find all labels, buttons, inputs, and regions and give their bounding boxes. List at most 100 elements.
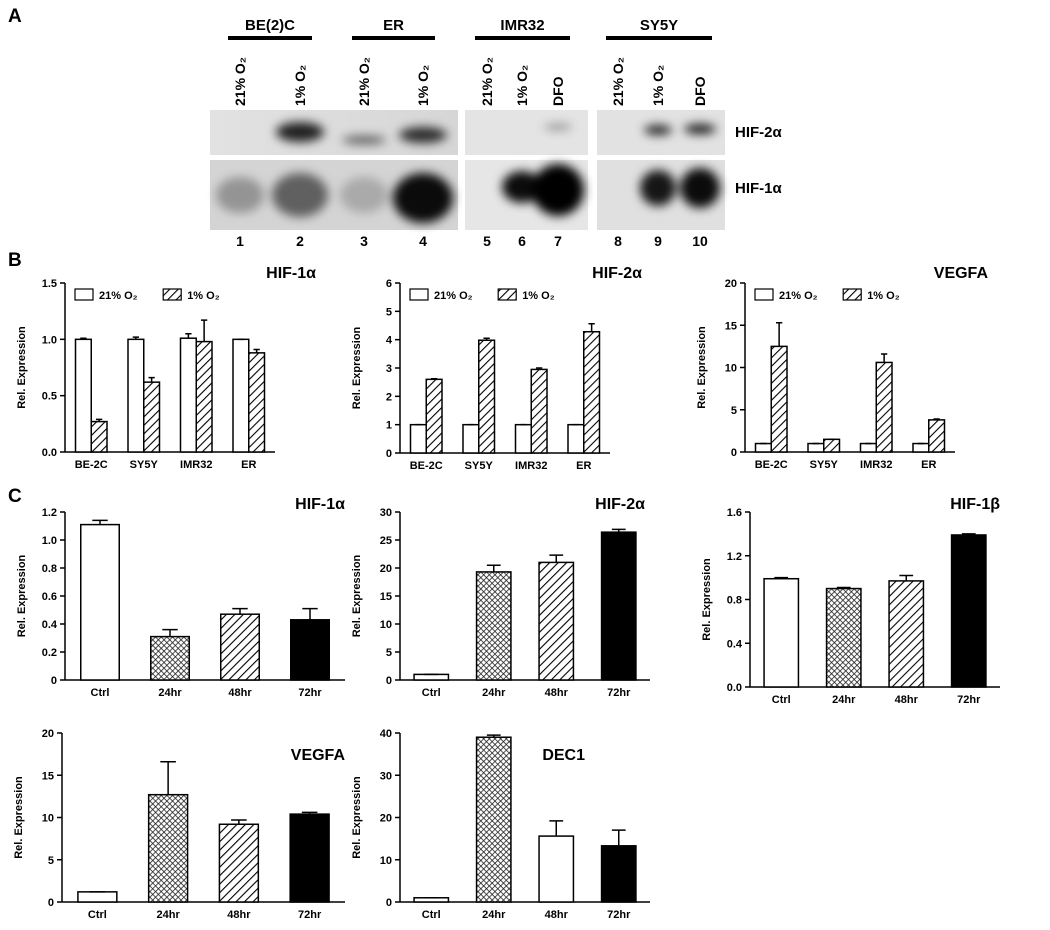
y-tick-label: 20: [42, 728, 54, 740]
x-tick-label: 24hr: [157, 909, 181, 921]
bar: [232, 338, 250, 453]
lane-number: 2: [296, 233, 304, 249]
error-bar: [549, 820, 564, 837]
bar: [859, 442, 877, 453]
y-tick-label: 10: [725, 363, 737, 375]
bar: [567, 423, 585, 454]
bar: [763, 577, 800, 688]
legend-swatch: [409, 288, 429, 301]
bar: [823, 438, 841, 453]
x-tick-label: BE-2C: [755, 459, 788, 471]
error-bar: [775, 321, 783, 347]
x-tick-label: ER: [576, 460, 591, 472]
y-tick-label: 0: [48, 897, 54, 909]
y-tick-label: 4: [386, 335, 393, 347]
y-tick-label: 2: [386, 391, 392, 403]
y-tick-label: 0.4: [727, 638, 743, 650]
panel-label: B: [8, 250, 22, 271]
y-axis-label: Rel. Expression: [351, 776, 363, 859]
y-tick-label: 10: [42, 813, 54, 825]
x-tick-label: 48hr: [895, 694, 919, 706]
y-tick-label: 1.2: [727, 551, 742, 563]
lane-condition: 21% O₂: [610, 57, 626, 106]
bar: [77, 891, 118, 903]
bar: [600, 531, 637, 681]
bar: [150, 635, 190, 681]
x-tick-label: 48hr: [545, 909, 569, 921]
x-tick-label: 24hr: [482, 909, 506, 921]
bar: [807, 442, 825, 453]
bar: [538, 561, 575, 681]
y-axis-label: Rel. Expression: [13, 776, 25, 859]
y-axis-label: Rel. Expression: [16, 326, 28, 409]
y-tick-label: 6: [386, 278, 392, 290]
y-tick-label: 5: [731, 405, 737, 417]
x-tick-label: SY5Y: [465, 460, 494, 472]
error-bar: [933, 418, 940, 420]
x-tick-label: 24hr: [832, 694, 856, 706]
y-tick-label: 10: [380, 855, 392, 867]
y-tick-label: 15: [380, 591, 392, 603]
y-tick-label: 0.4: [42, 619, 58, 631]
y-tick-label: 0.8: [727, 595, 742, 607]
y-tick-label: 0.5: [42, 391, 57, 403]
y-tick-label: 1.0: [42, 334, 57, 346]
panel-label: C: [8, 486, 22, 507]
legend-label: 1% O₂: [867, 290, 900, 302]
bar: [475, 736, 512, 903]
chart-title: VEGFA: [934, 265, 989, 282]
legend-swatch: [162, 288, 182, 301]
y-tick-label: 5: [386, 647, 392, 659]
error-bar: [132, 336, 140, 340]
chart-title: HIF-2α: [592, 265, 642, 282]
error-bar: [961, 533, 976, 535]
legend-label: 1% O₂: [522, 290, 555, 302]
y-tick-label: 0.0: [42, 447, 57, 459]
error-bar: [253, 348, 260, 353]
x-tick-label: Ctrl: [91, 687, 110, 699]
legend-label: 21% O₂: [99, 290, 138, 302]
error-bar: [483, 337, 490, 341]
y-tick-label: 25: [380, 535, 392, 547]
blot-images: [210, 110, 725, 230]
lane-number: 9: [654, 233, 662, 249]
y-tick-label: 0: [386, 675, 392, 687]
y-tick-label: 1.0: [42, 535, 57, 547]
bar: [220, 613, 260, 681]
bar: [127, 338, 145, 453]
y-tick-label: 20: [380, 563, 392, 575]
x-tick-label: SY5Y: [130, 459, 159, 471]
bar: [425, 378, 443, 454]
chart-title: HIF-1α: [266, 265, 316, 282]
y-tick-label: 0: [51, 675, 57, 687]
lane-condition: DFO: [550, 76, 566, 106]
error-bar: [232, 607, 248, 615]
bar: [290, 619, 330, 681]
panel-label: A: [8, 6, 22, 27]
bar: [600, 845, 637, 903]
error-bar: [95, 418, 103, 422]
bar: [80, 523, 120, 681]
bar: [462, 423, 480, 454]
lane-number: 5: [483, 233, 491, 249]
lane-number: 4: [419, 233, 427, 249]
group-label: ER: [383, 17, 404, 34]
x-tick-label: 48hr: [227, 909, 251, 921]
band-label: HIF-1α: [735, 180, 783, 197]
chart-title: DEC1: [542, 747, 585, 764]
error-bar: [160, 760, 176, 795]
legend-label: 21% O₂: [779, 290, 818, 302]
bar: [875, 361, 893, 453]
x-tick-label: IMR32: [515, 460, 547, 472]
y-tick-label: 30: [380, 770, 392, 782]
x-tick-label: Ctrl: [422, 687, 441, 699]
x-tick-label: Ctrl: [772, 694, 791, 706]
lane-condition: 1% O₂: [415, 65, 431, 106]
y-tick-label: 20: [725, 278, 737, 290]
bar: [538, 835, 575, 903]
x-tick-label: Ctrl: [88, 909, 107, 921]
bar: [888, 580, 925, 688]
x-tick-label: 24hr: [482, 687, 506, 699]
legend-label: 21% O₂: [434, 290, 473, 302]
